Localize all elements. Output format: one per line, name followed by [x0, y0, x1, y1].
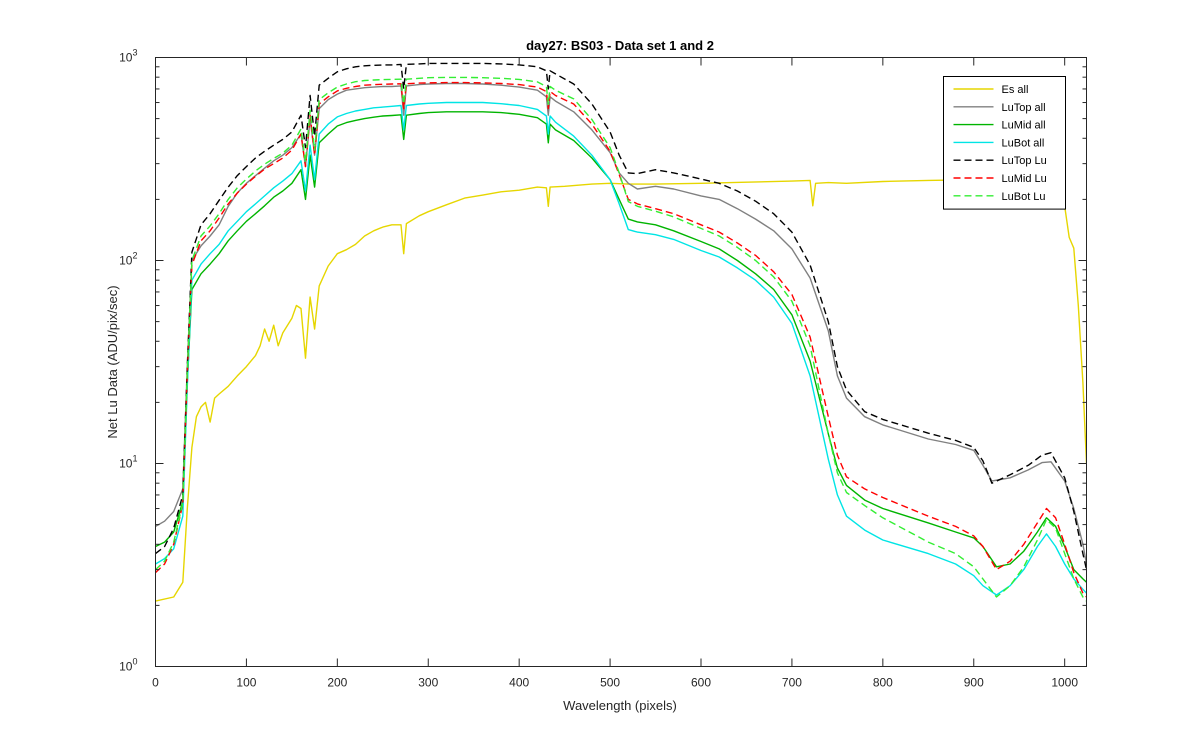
legend-label: LuBot Lu: [1002, 191, 1046, 203]
x-axis: 0 100 200 300 400 500 600 700 800 900 1000: [152, 57, 1078, 690]
series-layer: [155, 62, 1087, 602]
x-tick-label: 400: [509, 676, 529, 690]
legend-label: LuTop all: [1002, 102, 1046, 114]
x-axis-label: Wavelength (pixels): [563, 698, 677, 713]
x-tick-label: 500: [600, 676, 620, 690]
legend-label: LuMid all: [1002, 120, 1046, 132]
series-line-es-all: [155, 176, 1087, 602]
series-line-lubot-lu: [155, 76, 1087, 602]
legend-label: LuMid Lu: [1002, 173, 1047, 185]
x-tick-label: 1000: [1051, 676, 1078, 690]
legend-label: LuTop Lu: [1002, 155, 1047, 167]
legend-label: Es all: [1002, 84, 1029, 96]
series-line-lubot-all: [155, 101, 1087, 596]
x-tick-label: 800: [873, 676, 893, 690]
x-tick-label: 0: [152, 676, 159, 690]
x-tick-label: 600: [691, 676, 711, 690]
y-tick-label: 102: [119, 251, 137, 268]
legend: Es all LuTop all LuMid all LuBot all LuTop L…: [943, 76, 1066, 210]
y-axis: 100 101 102 103: [119, 48, 1087, 674]
y-tick-label: 101: [119, 454, 137, 471]
y-tick-label: 100: [119, 657, 137, 674]
legend-label: LuBot all: [1002, 137, 1045, 149]
series-line-lutop-lu: [155, 62, 1087, 570]
x-tick-label: 700: [782, 676, 802, 690]
x-tick-label: 900: [964, 676, 984, 690]
x-tick-label: 100: [236, 676, 256, 690]
y-tick-label: 103: [119, 48, 137, 65]
series-line-lumid-all: [155, 111, 1087, 583]
y-axis-label: Net Lu Data (ADU/pix/sec): [105, 285, 120, 438]
axes-box: [155, 57, 1087, 667]
x-tick-label: 300: [418, 676, 438, 690]
series-line-lumid-lu: [155, 81, 1087, 598]
x-tick-label: 200: [327, 676, 347, 690]
chart-title: day27: BS03 - Data set 1 and 2: [526, 38, 714, 53]
